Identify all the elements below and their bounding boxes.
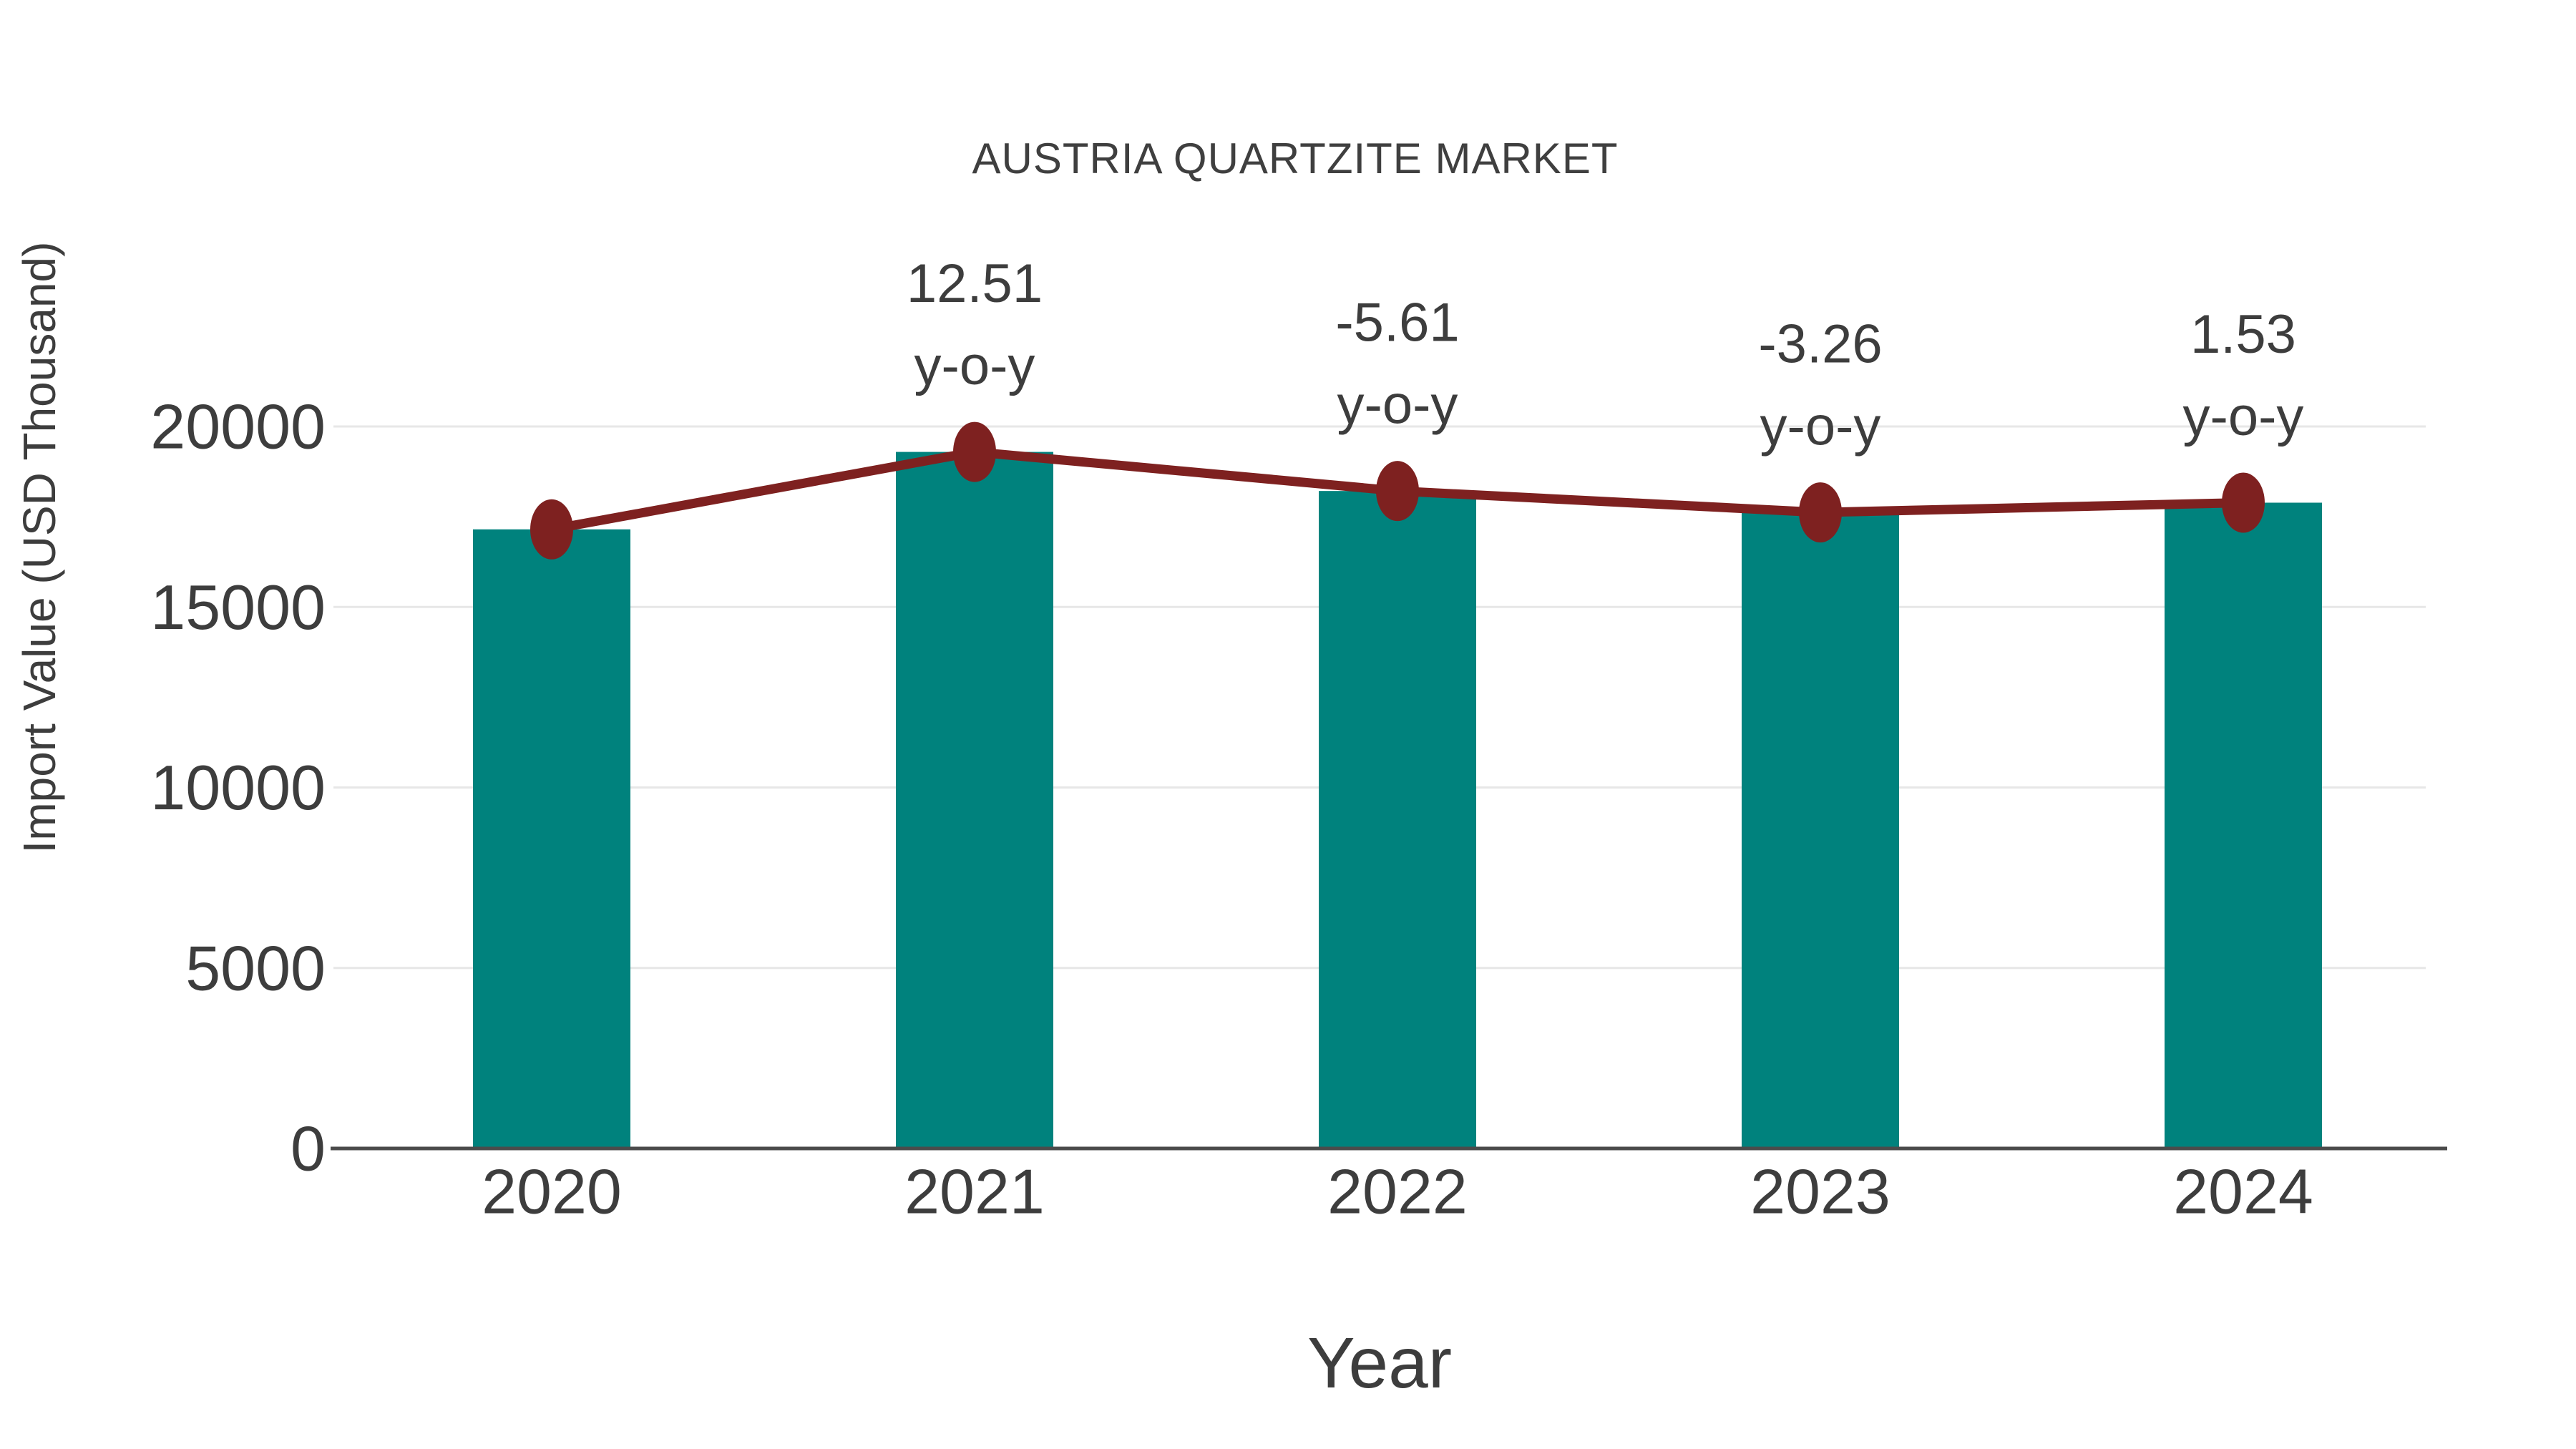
yoy-suffix-2023: y-o-y [1760,396,1881,457]
yoy-suffix-2024: y-o-y [2183,386,2304,447]
trend-marker-2024 [2222,472,2265,533]
y-tick-label-20000: 20000 [150,391,326,462]
x-tick-label-2020: 2020 [482,1156,622,1227]
trend-marker-2022 [1376,461,1419,522]
y-tick-label-5000: 5000 [185,932,326,1003]
y-tick-label-0: 0 [291,1113,326,1184]
bar-2021 [896,452,1053,1148]
chart-title: AUSTRIA QUARTZITE MARKET [972,135,1619,182]
yoy-value-2023: -3.26 [1758,314,1882,375]
yoy-value-2024: 1.53 [2190,304,2296,365]
yoy-value-2021: 12.51 [907,253,1043,314]
x-tick-label-2021: 2021 [904,1156,1045,1227]
yoy-suffix-2021: y-o-y [914,336,1035,396]
x-tick-label-2023: 2023 [1750,1156,1890,1227]
y-tick-label-15000: 15000 [150,572,326,643]
y-axis-title: Import Value (USD Thousand) [14,242,65,854]
yoy-value-2022: -5.61 [1335,293,1459,353]
bar-2024 [2165,502,2322,1148]
y-tick-label-10000: 10000 [150,752,326,823]
bar-2023 [1742,512,1899,1148]
bar-2022 [1319,491,1476,1148]
trend-marker-2023 [1799,482,1842,543]
x-tick-label-2024: 2024 [2173,1156,2313,1227]
x-axis-title: Year [1307,1323,1453,1403]
trend-marker-2020 [530,499,573,560]
bar-2020 [473,529,630,1148]
x-tick-label-2022: 2022 [1327,1156,1468,1227]
yoy-suffix-2022: y-o-y [1337,375,1458,436]
trend-marker-2021 [953,421,996,482]
